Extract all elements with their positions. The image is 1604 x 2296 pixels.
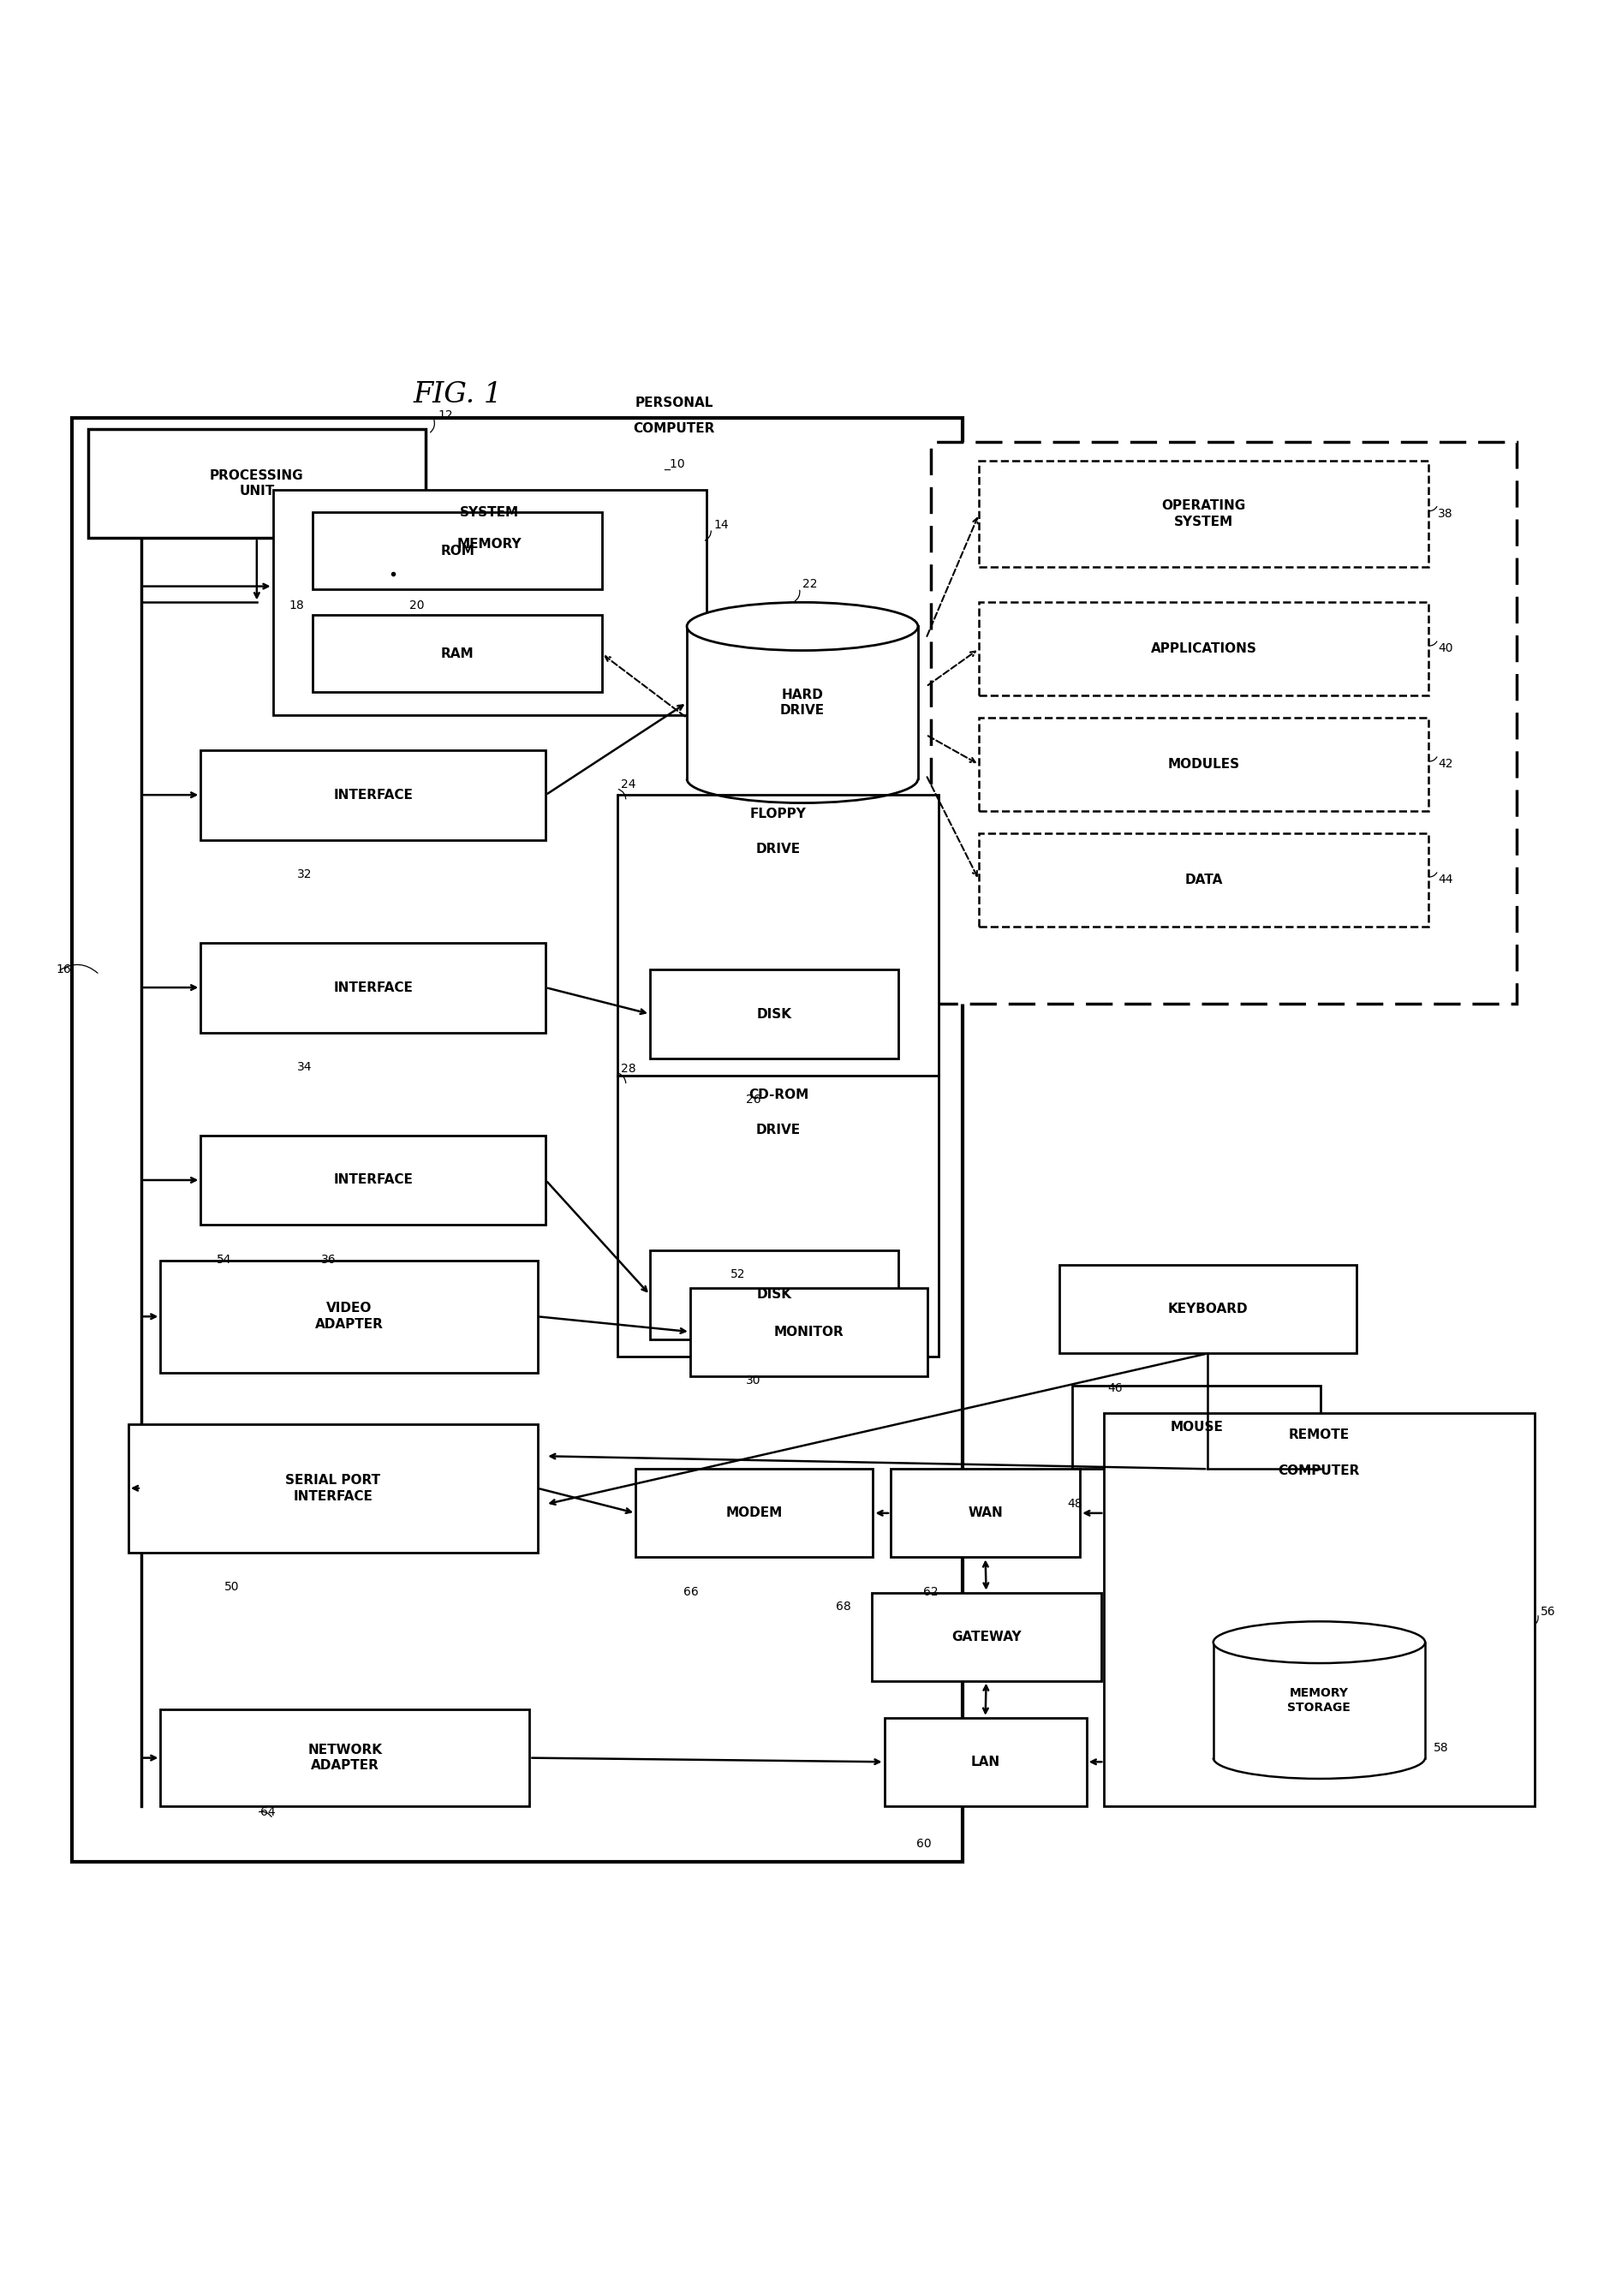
Text: 12: 12: [438, 409, 452, 422]
Text: COMPUTER: COMPUTER: [634, 422, 714, 436]
Text: 38: 38: [1437, 507, 1452, 519]
FancyBboxPatch shape: [72, 418, 962, 1862]
Text: 32: 32: [297, 868, 311, 882]
Ellipse shape: [1213, 1621, 1424, 1662]
FancyBboxPatch shape: [978, 719, 1428, 810]
Text: DRIVE: DRIVE: [755, 843, 800, 856]
Text: MEMORY
STORAGE: MEMORY STORAGE: [1286, 1688, 1351, 1713]
Text: DISK: DISK: [757, 1008, 791, 1019]
FancyBboxPatch shape: [890, 1469, 1079, 1557]
Text: GATEWAY: GATEWAY: [951, 1630, 1020, 1644]
Text: 26: 26: [746, 1093, 760, 1104]
FancyBboxPatch shape: [978, 461, 1428, 567]
Text: VIDEO
ADAPTER: VIDEO ADAPTER: [314, 1302, 383, 1332]
FancyBboxPatch shape: [618, 794, 938, 1077]
FancyBboxPatch shape: [313, 512, 602, 590]
Text: 22: 22: [802, 579, 816, 590]
FancyBboxPatch shape: [884, 1717, 1086, 1807]
Text: OPERATING
SYSTEM: OPERATING SYSTEM: [1161, 501, 1245, 528]
FancyBboxPatch shape: [160, 1261, 537, 1373]
Text: INTERFACE: INTERFACE: [334, 1173, 412, 1187]
Text: MOUSE: MOUSE: [1169, 1421, 1222, 1433]
Text: 34: 34: [297, 1061, 311, 1072]
Text: HARD
DRIVE: HARD DRIVE: [780, 689, 824, 716]
Text: SYSTEM: SYSTEM: [460, 505, 518, 519]
FancyBboxPatch shape: [871, 1593, 1100, 1681]
Text: 54: 54: [217, 1254, 231, 1265]
Text: RAM: RAM: [441, 647, 473, 661]
Text: MEMORY: MEMORY: [457, 537, 521, 551]
Text: FIG. 1: FIG. 1: [412, 381, 502, 409]
Text: PERSONAL: PERSONAL: [635, 397, 712, 409]
Text: 56: 56: [1540, 1605, 1554, 1616]
Text: MODULES: MODULES: [1168, 758, 1238, 771]
Text: 46: 46: [1107, 1382, 1121, 1394]
FancyBboxPatch shape: [273, 489, 706, 714]
FancyBboxPatch shape: [160, 1711, 529, 1807]
FancyBboxPatch shape: [618, 1077, 938, 1357]
Text: 42: 42: [1437, 758, 1452, 769]
Text: _10: _10: [662, 457, 685, 471]
FancyBboxPatch shape: [200, 944, 545, 1033]
Text: NETWORK
ADAPTER: NETWORK ADAPTER: [308, 1743, 382, 1773]
Text: 16: 16: [56, 964, 71, 976]
Text: FLOPPY: FLOPPY: [749, 808, 807, 820]
FancyBboxPatch shape: [1059, 1265, 1355, 1352]
Text: 48: 48: [1067, 1497, 1081, 1511]
Text: 66: 66: [683, 1587, 698, 1598]
Text: 60: 60: [916, 1839, 930, 1851]
Text: 30: 30: [746, 1375, 760, 1387]
Text: INTERFACE: INTERFACE: [334, 980, 412, 994]
Text: 64: 64: [260, 1807, 274, 1818]
FancyBboxPatch shape: [1071, 1384, 1320, 1469]
Text: 40: 40: [1437, 643, 1452, 654]
Text: DATA: DATA: [1184, 872, 1222, 886]
Bar: [1213, 1642, 1424, 1759]
Text: 28: 28: [621, 1063, 635, 1075]
Text: 14: 14: [714, 519, 728, 530]
FancyBboxPatch shape: [690, 1288, 927, 1375]
Text: APPLICATIONS: APPLICATIONS: [1150, 643, 1256, 654]
FancyBboxPatch shape: [128, 1424, 537, 1552]
FancyBboxPatch shape: [978, 602, 1428, 696]
Text: LAN: LAN: [970, 1756, 999, 1768]
Text: 44: 44: [1437, 872, 1452, 886]
Text: ROM: ROM: [439, 544, 475, 558]
FancyBboxPatch shape: [88, 429, 425, 537]
Text: 50: 50: [225, 1582, 239, 1593]
Text: 58: 58: [1432, 1743, 1447, 1754]
FancyBboxPatch shape: [200, 1134, 545, 1226]
Text: 62: 62: [922, 1587, 937, 1598]
Text: INTERFACE: INTERFACE: [334, 788, 412, 801]
FancyBboxPatch shape: [1104, 1412, 1533, 1807]
FancyBboxPatch shape: [650, 1251, 898, 1339]
FancyBboxPatch shape: [650, 969, 898, 1058]
Text: 36: 36: [321, 1254, 335, 1265]
Ellipse shape: [687, 602, 917, 650]
Text: 20: 20: [409, 599, 423, 611]
Text: COMPUTER: COMPUTER: [1278, 1465, 1359, 1476]
Text: DISK: DISK: [757, 1288, 791, 1302]
Text: CD-ROM: CD-ROM: [747, 1088, 808, 1102]
Bar: [687, 627, 917, 778]
Text: REMOTE: REMOTE: [1288, 1428, 1349, 1442]
FancyBboxPatch shape: [313, 615, 602, 691]
Text: 68: 68: [836, 1600, 850, 1612]
Text: MODEM: MODEM: [725, 1506, 783, 1520]
Text: MONITOR: MONITOR: [773, 1325, 844, 1339]
FancyBboxPatch shape: [200, 751, 545, 840]
Text: KEYBOARD: KEYBOARD: [1168, 1302, 1246, 1316]
Text: PROCESSING
UNIT: PROCESSING UNIT: [210, 468, 303, 498]
FancyBboxPatch shape: [930, 441, 1516, 1003]
FancyBboxPatch shape: [635, 1469, 873, 1557]
Text: 52: 52: [730, 1267, 744, 1281]
Text: 18: 18: [289, 599, 303, 611]
FancyBboxPatch shape: [978, 833, 1428, 928]
Text: 24: 24: [621, 778, 635, 790]
Text: SERIAL PORT
INTERFACE: SERIAL PORT INTERFACE: [286, 1474, 380, 1502]
Text: DRIVE: DRIVE: [755, 1125, 800, 1137]
Text: WAN: WAN: [967, 1506, 1002, 1520]
